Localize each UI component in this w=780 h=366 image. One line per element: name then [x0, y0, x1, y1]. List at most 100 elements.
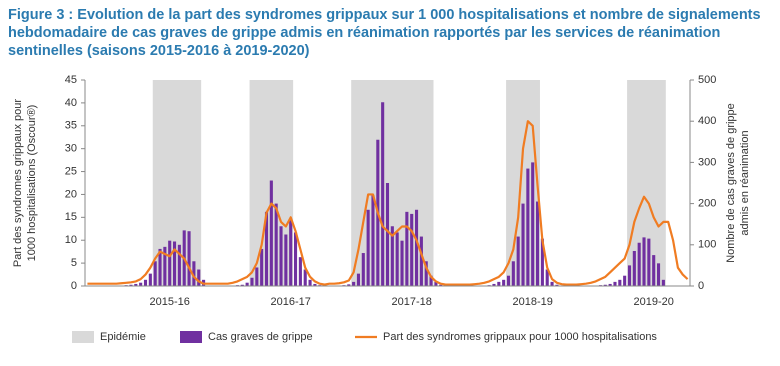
bar: [497, 281, 501, 286]
bar: [661, 279, 665, 286]
bar: [260, 248, 264, 286]
x-tick-label: 2015-16: [150, 296, 190, 308]
bar: [395, 232, 399, 286]
bar: [172, 241, 177, 286]
line-layer: [87, 120, 689, 286]
bar: [531, 162, 535, 286]
bar: [356, 273, 361, 286]
y-axis-title: 1000 hospitalisations (Oscour®): [26, 105, 38, 262]
bar: [603, 284, 607, 286]
bar: [129, 284, 133, 286]
bar: [632, 250, 636, 286]
y-tick-label: 10: [65, 234, 77, 246]
bar: [168, 240, 172, 286]
y2-axis-title: admis en réanimation: [739, 130, 751, 235]
line: [87, 120, 689, 286]
y-tick-label: 5: [71, 257, 77, 269]
bar: [371, 195, 375, 286]
bar: [410, 213, 414, 286]
bar: [153, 261, 157, 286]
legend-label: Part des syndromes grippaux pour 1000 ho…: [383, 331, 657, 343]
y2-tick-label: 100: [698, 239, 716, 251]
bar: [148, 273, 152, 286]
bar: [274, 203, 278, 286]
bar: [197, 269, 201, 286]
legend-label: Cas graves de grippe: [208, 331, 313, 343]
bar: [652, 255, 656, 286]
bar: [245, 282, 249, 286]
bar: [642, 237, 646, 286]
bar: [526, 168, 530, 286]
bar: [429, 275, 433, 286]
bar: [192, 261, 196, 286]
bar: [163, 246, 167, 286]
bar: [618, 279, 622, 286]
bar: [506, 275, 511, 286]
bar: [347, 284, 351, 286]
y-tick-label: 20: [65, 188, 77, 200]
bar: [637, 242, 641, 286]
bar: [627, 265, 632, 286]
bar: [521, 203, 525, 286]
bar: [381, 102, 385, 286]
bar: [361, 253, 365, 286]
bar: [143, 279, 148, 286]
y2-axis-title: Nombre de cas graves de grippe: [725, 103, 737, 263]
bar: [535, 201, 540, 286]
bar: [313, 283, 317, 286]
bar: [400, 240, 404, 286]
bar: [545, 269, 549, 286]
bar: [177, 244, 181, 286]
bar: [284, 234, 288, 286]
bar: [298, 257, 302, 286]
y-tick-label: 25: [65, 165, 77, 177]
bar: [289, 220, 293, 286]
bar: [303, 269, 307, 286]
y-tick-label: 30: [65, 143, 77, 155]
x-tick-label: 2018-19: [513, 296, 553, 308]
bar: [656, 263, 661, 286]
bar: [511, 261, 515, 286]
bar: [502, 279, 506, 286]
bar: [279, 226, 283, 286]
y2-tick-label: 500: [698, 74, 716, 86]
bar: [550, 281, 554, 286]
legend-label: Epidémie: [100, 331, 146, 343]
bar: [158, 248, 162, 286]
chart-title: Figure 3 : Evolution de la part des synd…: [8, 7, 761, 59]
bar: [555, 284, 559, 286]
bar: [366, 209, 370, 286]
bar: [439, 284, 443, 286]
bar: [250, 277, 254, 286]
bar: [419, 236, 423, 286]
bar: [255, 267, 259, 286]
y2-tick-label: 400: [698, 115, 716, 127]
y-axis-title: Part des syndromes grippaux pour: [12, 99, 24, 267]
y-tick-label: 0: [71, 280, 77, 292]
bar: [308, 279, 312, 286]
bar: [405, 211, 409, 286]
bar: [385, 183, 390, 286]
y2-tick-label: 200: [698, 198, 716, 210]
bar: [424, 261, 428, 286]
bar: [269, 180, 273, 286]
legend-swatch: [180, 331, 202, 343]
bar: [516, 236, 520, 286]
bar: [540, 238, 544, 286]
bar: [264, 211, 269, 286]
bar: [613, 281, 617, 286]
x-tick-label: 2019-20: [634, 296, 674, 308]
bar: [623, 275, 627, 286]
bar: [414, 209, 419, 286]
y2-tick-label: 300: [698, 156, 716, 168]
bar: [134, 283, 138, 286]
y-tick-label: 35: [65, 120, 77, 132]
bar: [647, 238, 651, 286]
epidemic-layer: [152, 80, 666, 286]
bar: [492, 283, 496, 286]
bar: [187, 231, 191, 286]
bar: [352, 281, 356, 286]
y-tick-label: 15: [65, 211, 77, 223]
